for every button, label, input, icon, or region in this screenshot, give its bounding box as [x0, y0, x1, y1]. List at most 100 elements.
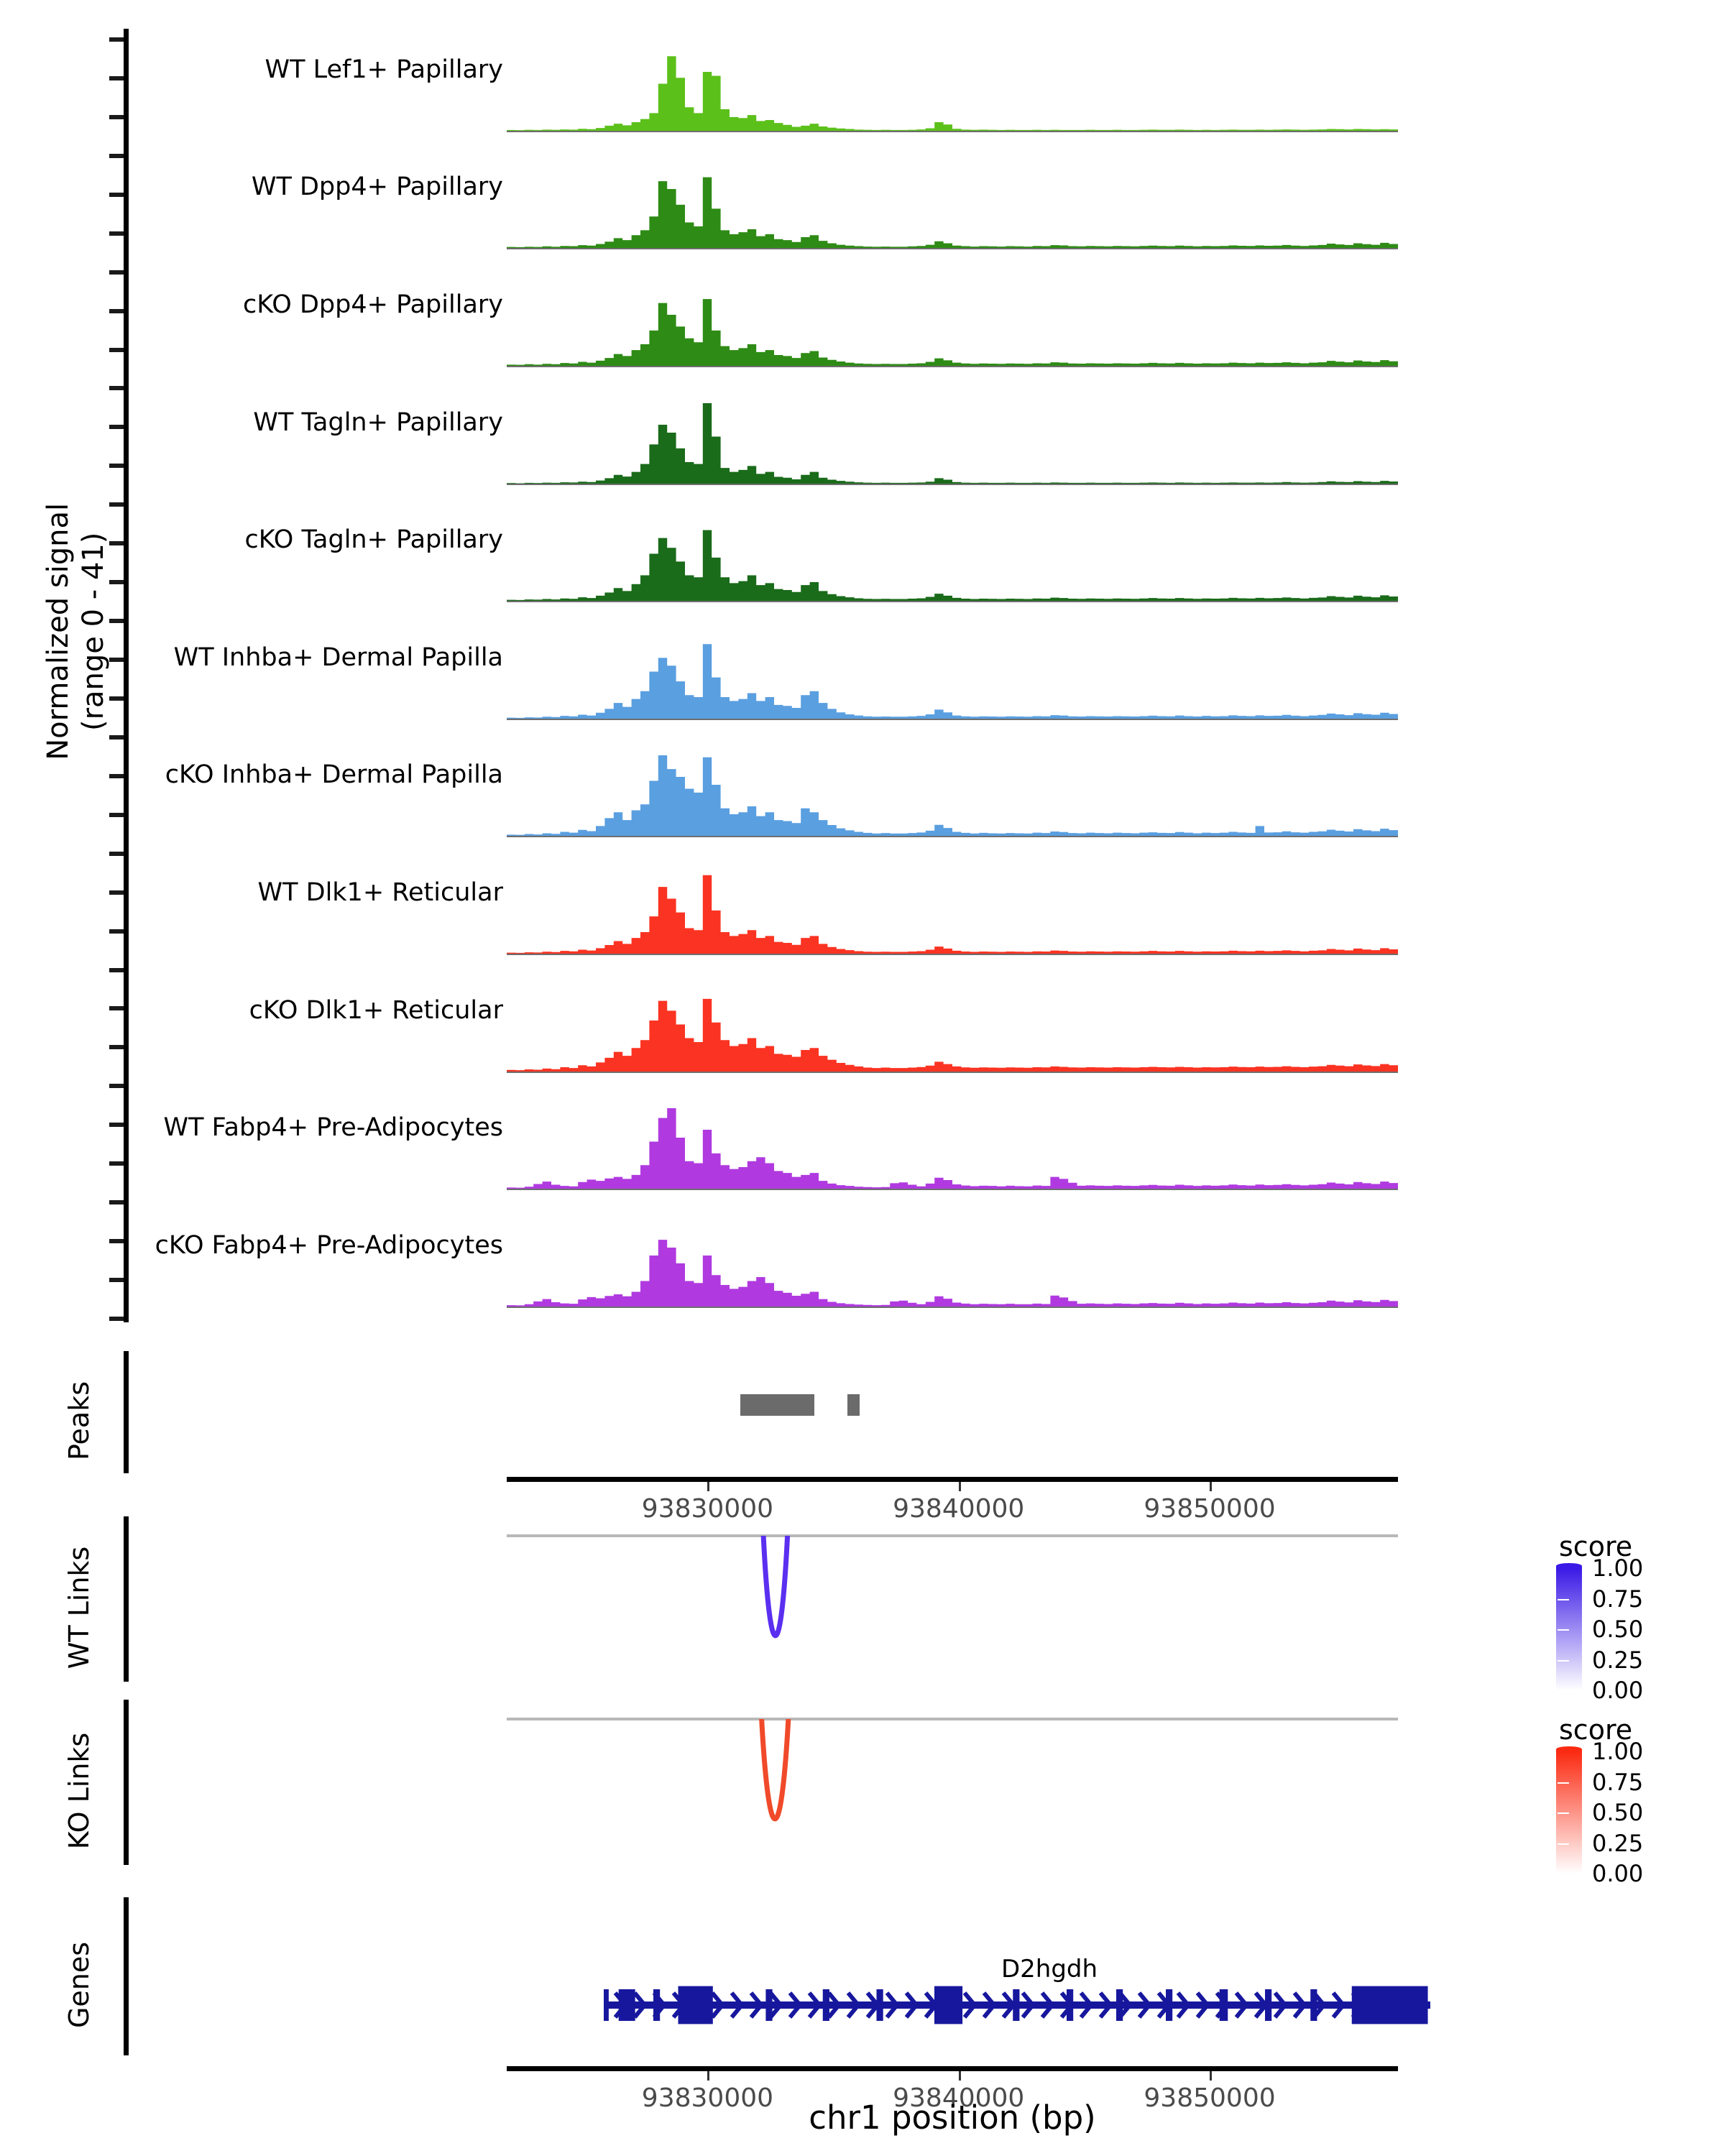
gene-strand-arrow — [768, 1991, 783, 2019]
y-axis-tick — [109, 541, 124, 546]
legend-tick-mark — [1558, 1659, 1569, 1662]
gene-strand-arrow — [943, 1991, 958, 2019]
peaks-section-spine — [124, 1351, 129, 1473]
genomic-axis-tick — [958, 2071, 961, 2081]
coverage-area — [507, 875, 1398, 954]
gene-strand-arrow — [865, 1991, 880, 2019]
coverage-area — [507, 299, 1398, 366]
coverage-area — [507, 1240, 1398, 1307]
genomic-axis-top — [507, 1477, 1398, 1482]
coverage-baseline — [507, 601, 1398, 603]
coverage-baseline — [507, 248, 1398, 250]
y-axis-tick — [109, 75, 124, 80]
x-axis-title: chr1 position (bp) — [809, 2099, 1096, 2137]
gene-strand-arrow — [1351, 1991, 1366, 2019]
gene-name-label: D2hgdh — [1000, 1955, 1098, 1984]
y-axis-tick — [109, 308, 124, 313]
gene-exon — [765, 1989, 773, 2021]
y-axis-tick — [109, 696, 124, 701]
gene-exon — [822, 1989, 829, 2021]
gene-strand-arrow — [1195, 1991, 1210, 2019]
y-axis-tick — [109, 1317, 124, 1321]
legend-tick-label: 0.25 — [1592, 1829, 1644, 1857]
gene-strand-arrow — [1156, 1991, 1172, 2019]
coverage-track — [507, 873, 1398, 956]
y-axis-tick — [109, 37, 124, 42]
coverage-track-label-text: cKO Dlk1+ Reticular — [249, 995, 503, 1025]
gene-strand-arrow — [1312, 1991, 1327, 2019]
wt-legend-title: score — [1559, 1531, 1633, 1562]
y-axis-tick — [109, 1006, 124, 1011]
coverage-track-label-text: WT Lef1+ Papillary — [264, 55, 504, 84]
y-axis-tick — [109, 502, 124, 507]
gene-strand-arrow — [1331, 1991, 1346, 2019]
coverage-track — [507, 1226, 1398, 1308]
coverage-area — [507, 1108, 1398, 1189]
gene-strand-arrow — [1001, 1991, 1016, 2019]
gene-strand-arrow — [1234, 1991, 1249, 2019]
coverage-track — [507, 520, 1398, 603]
coverage-baseline — [507, 836, 1398, 838]
gene-model-svg — [604, 1986, 1430, 2024]
genomic-axis-tick — [707, 1482, 710, 1491]
legend-tick-label: 0.75 — [1592, 1768, 1644, 1796]
y-axis-tick — [109, 929, 124, 934]
y-axis-tick — [109, 1045, 124, 1050]
y-axis-tick — [109, 1084, 124, 1089]
genomic-axis-tick-label: 93840000 — [893, 2083, 1025, 2113]
ko-links-score-legend: score 1.00 0.75 0.50 0.25 0.00 — [1556, 1714, 1721, 1887]
genomic-axis-tick-label: 93830000 — [641, 2083, 774, 2113]
coverage-track-label: WT Fabp4+ Pre-Adipocytes — [137, 1113, 503, 1142]
y-axis-tick — [109, 192, 124, 197]
legend-tick-mark — [1558, 1843, 1569, 1845]
gene-strand-arrow — [691, 1991, 706, 2019]
legend-tick-label: 0.25 — [1592, 1646, 1644, 1674]
coverage-track — [507, 50, 1398, 132]
y-axis-label: Normalized signal (range 0 - 41) — [41, 402, 111, 862]
gene-strand-arrow — [1098, 1991, 1113, 2019]
y-axis-tick — [109, 658, 124, 663]
coverage-area — [507, 998, 1398, 1072]
link-arc — [759, 1719, 791, 1822]
gene-strand-arrow — [710, 1991, 725, 2019]
gene-exon — [1116, 1989, 1123, 2021]
gene-strand-arrow — [962, 1991, 978, 2019]
ko-links-section-label: KO Links — [63, 1732, 95, 1850]
gene-strand-arrow — [807, 1991, 822, 2019]
genes-section-spine — [124, 1897, 129, 2055]
wt-links-baseline — [507, 1534, 1398, 1537]
gene-strand-arrow — [1254, 1991, 1269, 2019]
coverage-baseline — [507, 1189, 1398, 1191]
coverage-track-label-text: cKO Inhba+ Dermal Papilla — [165, 760, 503, 790]
coverage-track-label-text: WT Dpp4+ Papillary — [251, 172, 503, 202]
coverage-track-label: cKO Inhba+ Dermal Papilla — [137, 760, 503, 789]
ko-legend-title: score — [1559, 1714, 1633, 1746]
coverage-track-label-text: cKO Fabp4+ Pre-Adipocytes — [155, 1231, 503, 1260]
gene-strand-arrow — [1409, 1991, 1424, 2019]
peaks-section-label: Peaks — [63, 1381, 95, 1461]
y-axis-tick — [109, 1239, 124, 1244]
gene-strand-arrow — [885, 1991, 900, 2019]
gene-strand-arrow — [1273, 1991, 1288, 2019]
coverage-baseline — [507, 130, 1398, 132]
genomic-axis-tick-label: 93840000 — [893, 1494, 1025, 1524]
coverage-track-label: cKO Dpp4+ Papillary — [137, 290, 503, 319]
legend-tick-label: 1.00 — [1592, 1738, 1644, 1765]
y-axis-tick — [109, 231, 124, 236]
y-axis-tick — [109, 619, 124, 624]
peak-block — [847, 1394, 860, 1416]
gene-strand-arrow — [1137, 1991, 1152, 2019]
legend-tick-label: 0.50 — [1592, 1799, 1644, 1826]
genomic-axis-bottom — [507, 2066, 1398, 2071]
genes-section-label: Genes — [63, 1941, 95, 2029]
genomic-axis-tick — [958, 1482, 961, 1491]
legend-tick-mark — [1558, 1598, 1569, 1600]
gene-strand-arrow — [1292, 1991, 1307, 2019]
y-axis-tick — [109, 347, 124, 352]
genomic-axis-tick — [1210, 1482, 1213, 1491]
coverage-track-label-text: cKO Tagln+ Papillary — [244, 525, 504, 555]
coverage-track-label: cKO Dlk1+ Reticular — [137, 996, 503, 1025]
coverage-area — [507, 402, 1398, 484]
coverage-track-label-text: WT Fabp4+ Pre-Adipocytes — [163, 1113, 503, 1143]
y-axis-tick — [109, 1200, 124, 1205]
